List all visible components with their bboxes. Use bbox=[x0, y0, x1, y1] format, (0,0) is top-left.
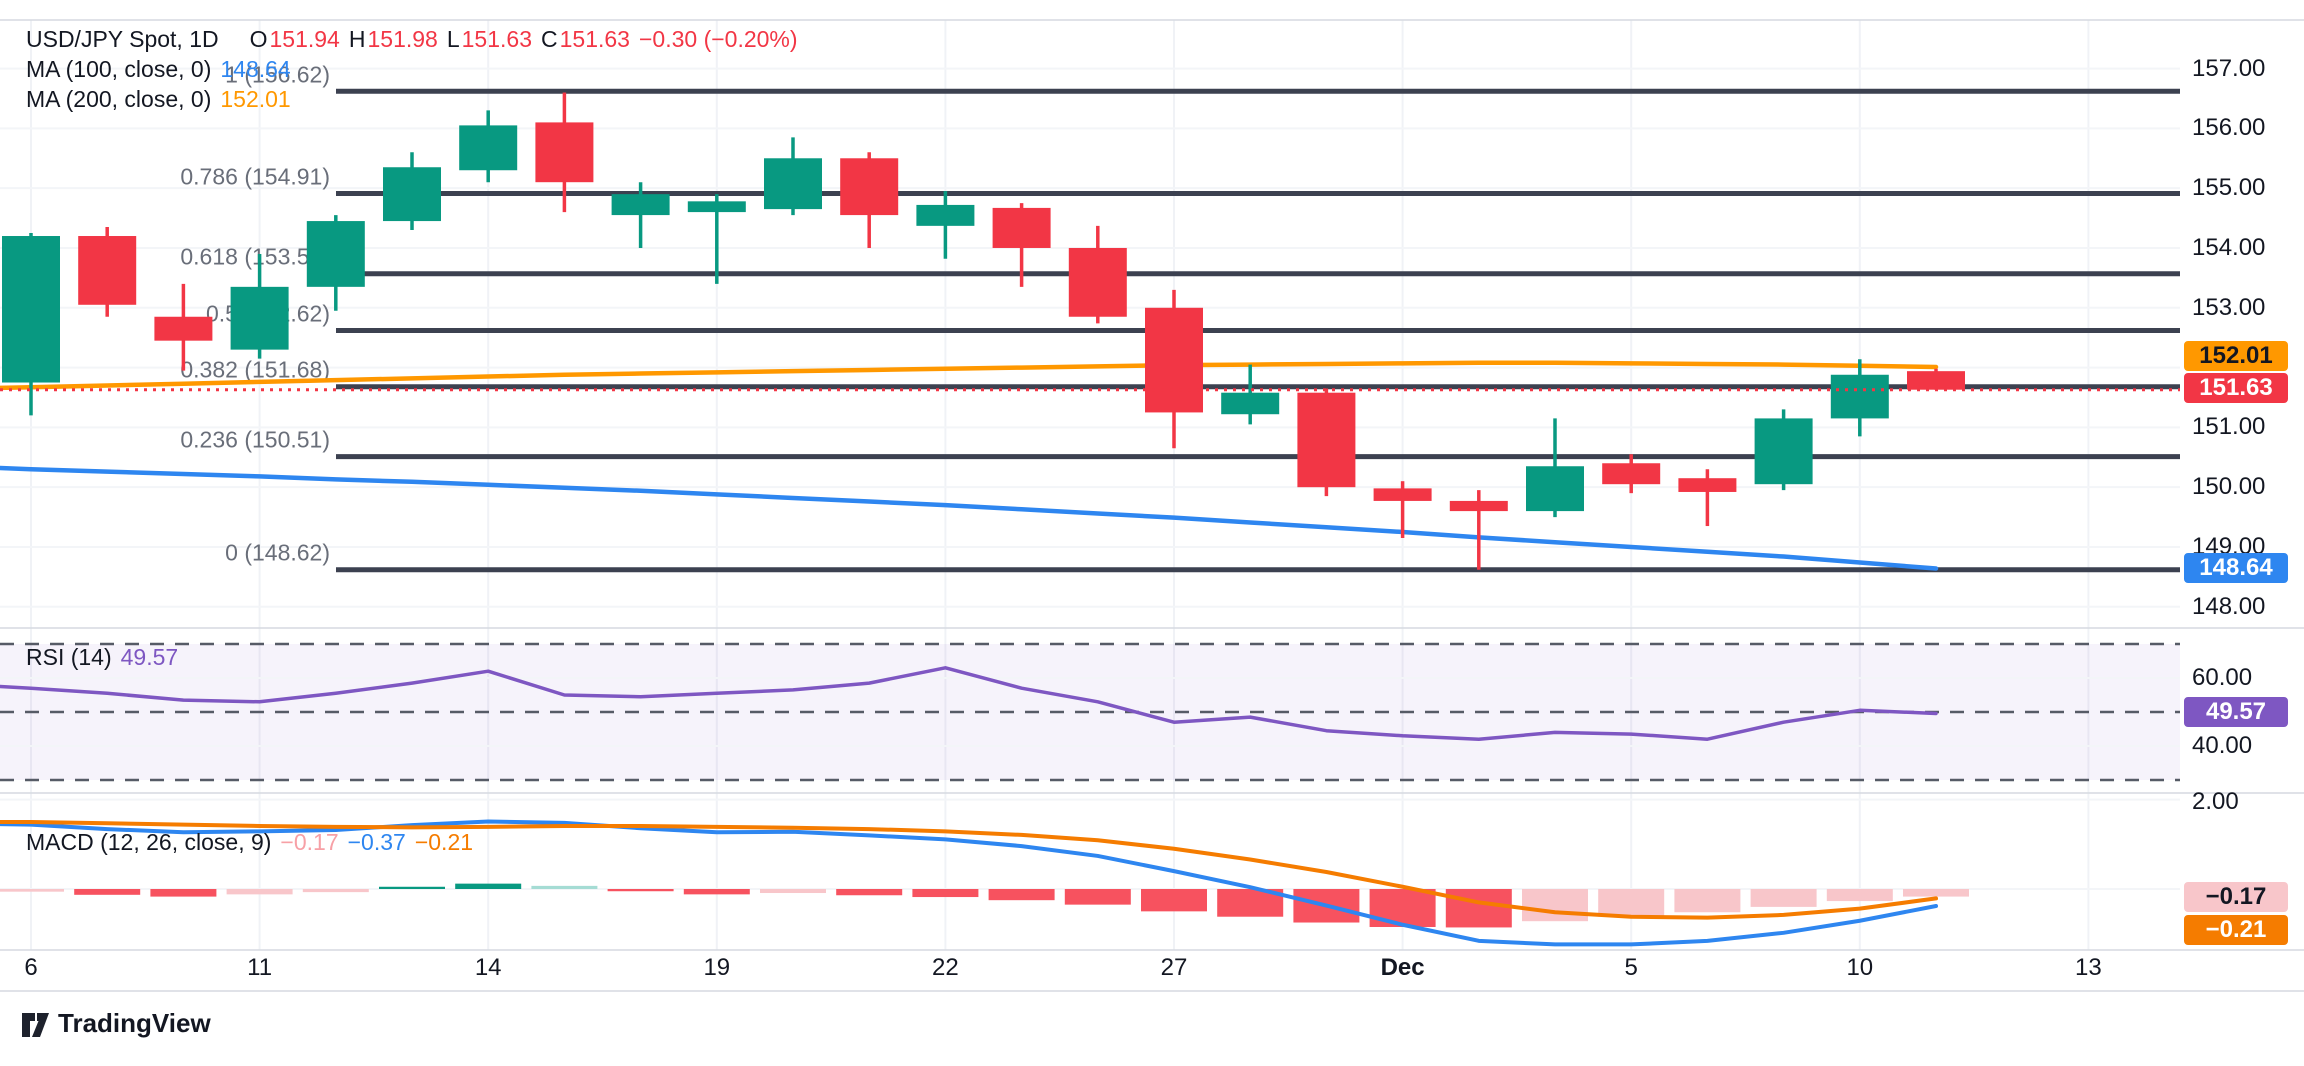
price-tick: 150.00 bbox=[2192, 473, 2266, 501]
price-tick: 155.00 bbox=[2192, 174, 2266, 202]
high-label: H bbox=[348, 26, 366, 52]
low-label: L bbox=[446, 26, 460, 52]
ma200-price-badge: 152.01 bbox=[2184, 341, 2288, 371]
high-value: 151.98 bbox=[367, 26, 438, 52]
svg-text:0.236 (150.51): 0.236 (150.51) bbox=[180, 427, 330, 453]
symbol-title[interactable]: USD/JPY Spot, 1D bbox=[26, 26, 219, 52]
macd-signal-value: −0.21 bbox=[414, 829, 474, 855]
tradingview-logo-text: TradingView bbox=[58, 1008, 211, 1038]
ma100-legend-row[interactable]: MA (100, close, 0) 148.64 bbox=[26, 56, 291, 83]
close-label: C bbox=[541, 26, 558, 52]
price-tick: 151.00 bbox=[2192, 413, 2266, 441]
macd-tick: 2.00 bbox=[2192, 787, 2239, 815]
tradingview-icon bbox=[22, 1012, 49, 1037]
macd-signal-badge: −0.21 bbox=[2184, 915, 2288, 945]
ma100-value: 148.64 bbox=[220, 56, 291, 82]
svg-text:0 (148.62): 0 (148.62) bbox=[225, 540, 330, 566]
tradingview-logo[interactable]: TradingView bbox=[20, 1008, 211, 1039]
macd-hist-badge: −0.17 bbox=[2184, 882, 2288, 912]
time-tick: 10 bbox=[1846, 954, 1874, 981]
open-label: O bbox=[249, 26, 268, 52]
rsi-tick: 60.00 bbox=[2192, 664, 2253, 691]
price-tick: 148.00 bbox=[2192, 592, 2266, 620]
time-tick: 13 bbox=[2075, 954, 2102, 981]
rsi-label: RSI (14) bbox=[26, 644, 112, 670]
rsi-value: 49.57 bbox=[120, 644, 179, 670]
last-price-badge: 151.63 bbox=[2184, 373, 2288, 403]
svg-text:0.382 (151.68): 0.382 (151.68) bbox=[180, 357, 330, 383]
rsi-legend-row[interactable]: RSI (14) 49.57 bbox=[26, 644, 178, 671]
low-value: 151.63 bbox=[461, 26, 532, 52]
price-tick: 157.00 bbox=[2192, 54, 2266, 82]
time-tick: 27 bbox=[1160, 954, 1188, 981]
time-tick: 11 bbox=[247, 954, 273, 981]
macd-label: MACD (12, 26, close, 9) bbox=[26, 829, 272, 855]
ma200-legend-row[interactable]: MA (200, close, 0) 152.01 bbox=[26, 86, 291, 113]
close-value: 151.63 bbox=[559, 26, 630, 52]
time-tick: 19 bbox=[703, 954, 731, 981]
ma100-price-badge: 148.64 bbox=[2184, 553, 2288, 583]
symbol-legend-row[interactable]: USD/JPY Spot, 1D O 151.94 H 151.98 L 151.63… bbox=[26, 26, 798, 53]
rsi-tick: 40.00 bbox=[2192, 732, 2253, 759]
price-tick: 153.00 bbox=[2192, 293, 2266, 321]
rsi-value-badge: 49.57 bbox=[2184, 697, 2288, 727]
macd-line-value: −0.37 bbox=[347, 829, 406, 855]
time-tick: 14 bbox=[474, 954, 502, 981]
macd-hist-value: −0.17 bbox=[280, 829, 339, 855]
time-tick: Dec bbox=[1380, 954, 1425, 981]
svg-text:0.618 (153.57): 0.618 (153.57) bbox=[180, 244, 330, 270]
ma200-label: MA (200, close, 0) bbox=[26, 86, 212, 112]
price-tick: 156.00 bbox=[2192, 114, 2266, 142]
time-tick: 22 bbox=[932, 954, 959, 981]
time-tick: 5 bbox=[1624, 954, 1638, 981]
open-value: 151.94 bbox=[269, 26, 340, 52]
svg-text:1 (156.62): 1 (156.62) bbox=[225, 61, 330, 87]
time-tick: 6 bbox=[24, 954, 38, 981]
ma200-value: 152.01 bbox=[220, 86, 291, 112]
ma100-label: MA (100, close, 0) bbox=[26, 56, 212, 82]
macd-legend-row[interactable]: MACD (12, 26, close, 9) −0.17 −0.37 −0.2… bbox=[26, 829, 473, 856]
price-tick: 154.00 bbox=[2192, 233, 2266, 261]
change-value: −0.30 (−0.20%) bbox=[638, 26, 798, 52]
svg-text:0.786 (154.91): 0.786 (154.91) bbox=[180, 164, 330, 190]
